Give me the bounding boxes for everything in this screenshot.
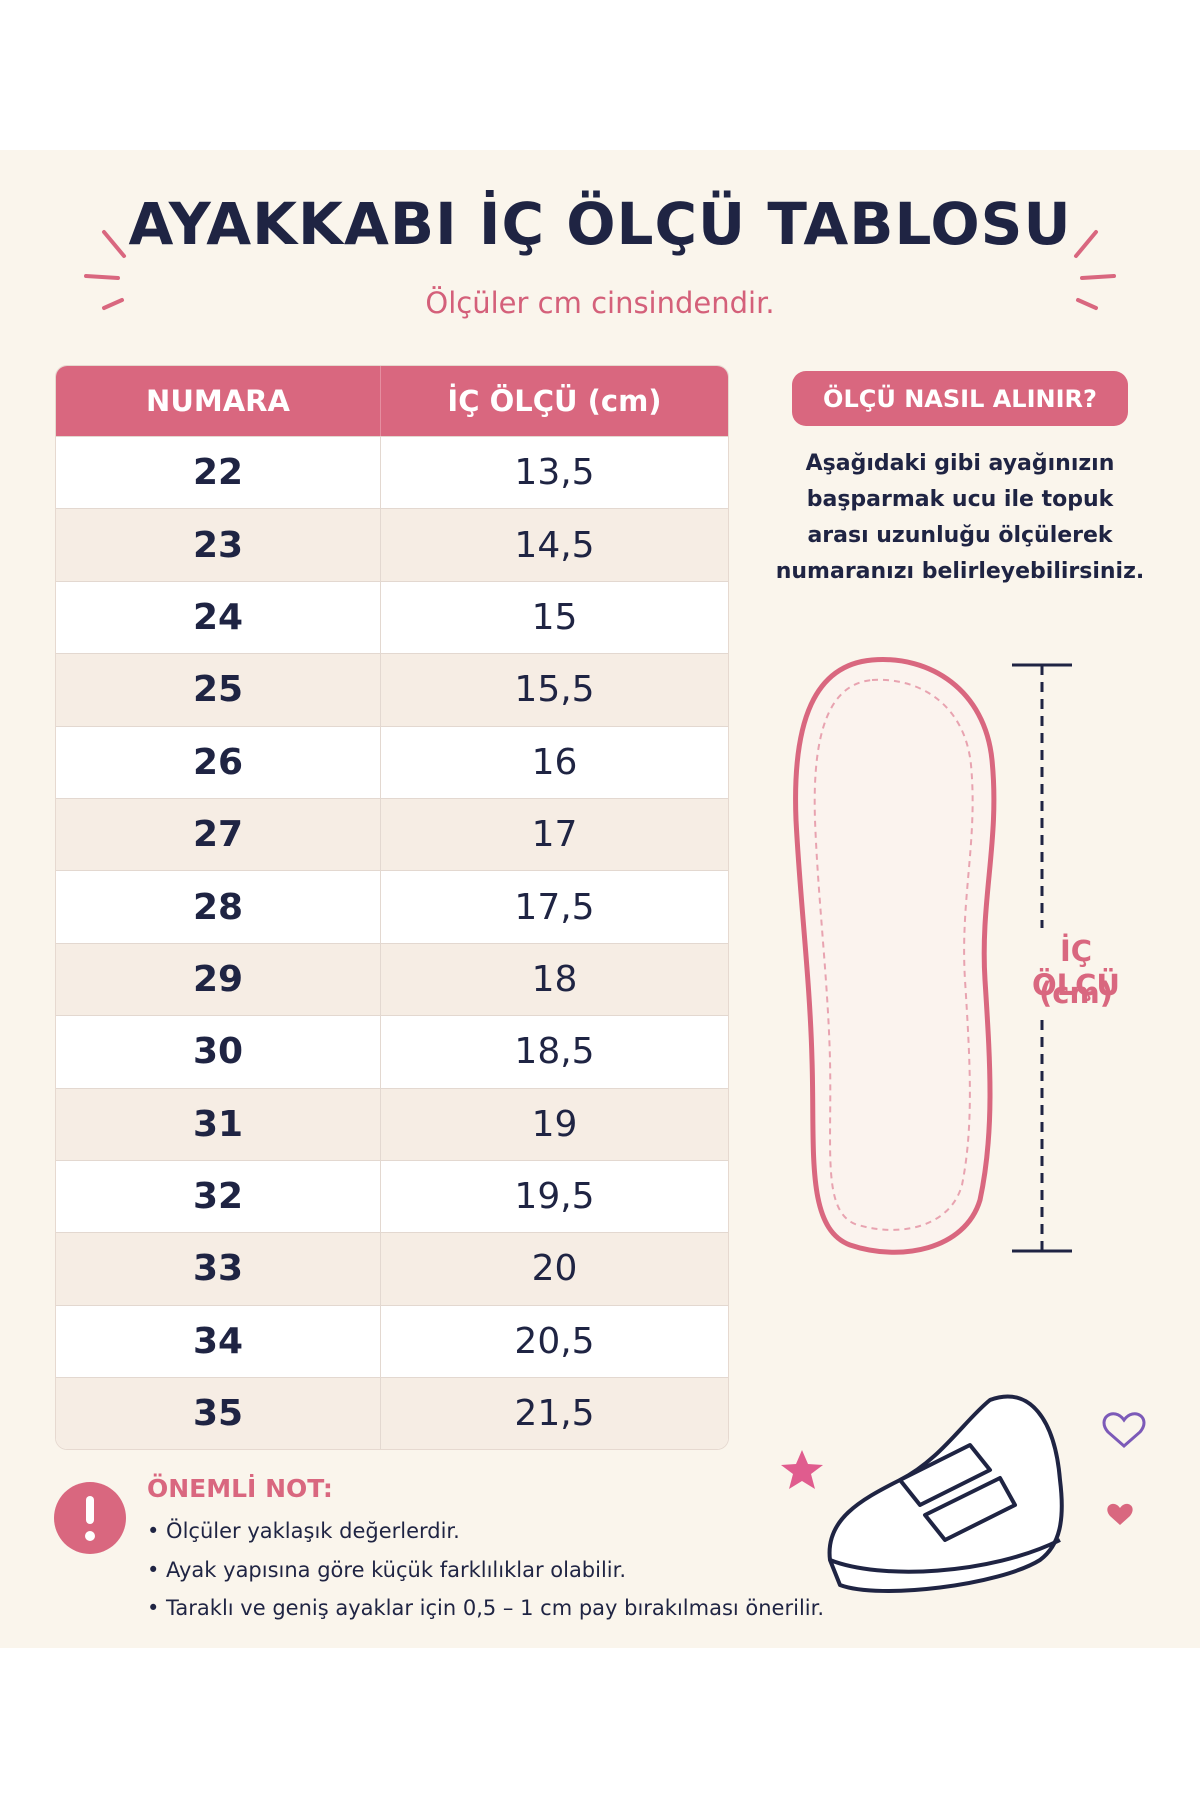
size-number: 31 — [56, 1088, 381, 1160]
inner-length: 13,5 — [514, 452, 595, 494]
guide-description: Aşağıdaki gibi ayağınızın başparmak ucu i… — [770, 446, 1150, 590]
inner-length: 21,5 — [514, 1393, 595, 1435]
description-line: başparmak ucu ile topuk — [806, 487, 1114, 512]
note-item: • Ölçüler yaklaşık değerlerdir. — [147, 1519, 460, 1543]
size-number: 27 — [56, 798, 381, 871]
size-number: 33 — [56, 1233, 381, 1305]
size-number: 32 — [56, 1160, 381, 1233]
inner-length: 18,5 — [514, 1031, 595, 1073]
inner-length: 17,5 — [514, 886, 595, 928]
title: AYAKKABI İÇ ÖLÇÜ TABLOSU — [128, 190, 1072, 258]
inner-length: 15,5 — [514, 669, 595, 711]
note-item: • Ayak yapısına göre küçük farklılıklar … — [147, 1557, 627, 1582]
inner-length: 20 — [531, 1248, 578, 1290]
header-cell: İÇ ÖLÇÜ (cm) — [447, 384, 662, 418]
inner-length: 20,5 — [514, 1320, 595, 1362]
description-line: arası uzunluğu ölçülerek — [807, 523, 1113, 548]
inner-length: 19,5 — [514, 1176, 595, 1218]
size-number: 26 — [56, 726, 381, 798]
table-row: 28 17,5 — [56, 870, 728, 943]
guide-title: ÖLÇÜ NASIL ALINIR? — [792, 371, 1128, 426]
note-title: ÖNEMLİ NOT: — [147, 1474, 333, 1503]
size-number: 30 — [56, 1016, 381, 1088]
size-table: NUMARA İÇ ÖLÇÜ (cm) 22 13,5 23 14,5 24 15 25 15,5… — [55, 365, 729, 1451]
size-number: 29 — [56, 943, 381, 1016]
table-row: 29 18 — [56, 942, 728, 1016]
table-row: 31 19 — [56, 1087, 728, 1160]
size-number: 34 — [56, 1305, 381, 1378]
inner-length: 18 — [531, 958, 578, 1000]
size-number: 24 — [56, 581, 381, 654]
size-number: 35 — [56, 1378, 381, 1450]
table-row: 33 20 — [56, 1232, 728, 1305]
description-line: numaranızı belirleyebilirsiniz. — [775, 559, 1145, 584]
measure-label: İÇ ÖLÇÜ — [1032, 934, 1120, 1002]
header-row: NUMARA İÇ ÖLÇÜ (cm) — [56, 366, 728, 436]
inner-length: 19 — [531, 1103, 578, 1145]
table-row: 34 20,5 — [56, 1304, 728, 1378]
subtitle: Ölçüler cm cinsindendir. — [425, 286, 775, 320]
table-row: 35 21,5 — [56, 1377, 728, 1450]
measure-unit: (cm) — [1039, 976, 1113, 1010]
table-row: 32 19,5 — [56, 1159, 728, 1233]
inner-length: 17 — [531, 814, 578, 856]
inner-length: 15 — [531, 596, 578, 638]
inner-length: 14,5 — [514, 524, 595, 566]
note-item: • Taraklı ve geniş ayaklar için 0,5 – 1 … — [147, 1596, 824, 1620]
table-row: 27 17 — [56, 797, 728, 871]
size-number: 22 — [56, 437, 381, 509]
table-row: 30 18,5 — [56, 1015, 728, 1088]
table-row: 23 14,5 — [56, 508, 728, 581]
table-row: 25 15,5 — [56, 653, 728, 726]
table-row: 24 15 — [56, 580, 728, 654]
size-number: 25 — [56, 654, 381, 726]
table-row: 22 13,5 — [56, 436, 728, 509]
size-number: 23 — [56, 509, 381, 581]
size-number: 28 — [56, 871, 381, 943]
header-cell: NUMARA — [56, 366, 381, 436]
description-line: Aşağıdaki gibi ayağınızın — [805, 451, 1115, 476]
table-row: 26 16 — [56, 725, 728, 798]
inner-length: 16 — [531, 741, 578, 783]
